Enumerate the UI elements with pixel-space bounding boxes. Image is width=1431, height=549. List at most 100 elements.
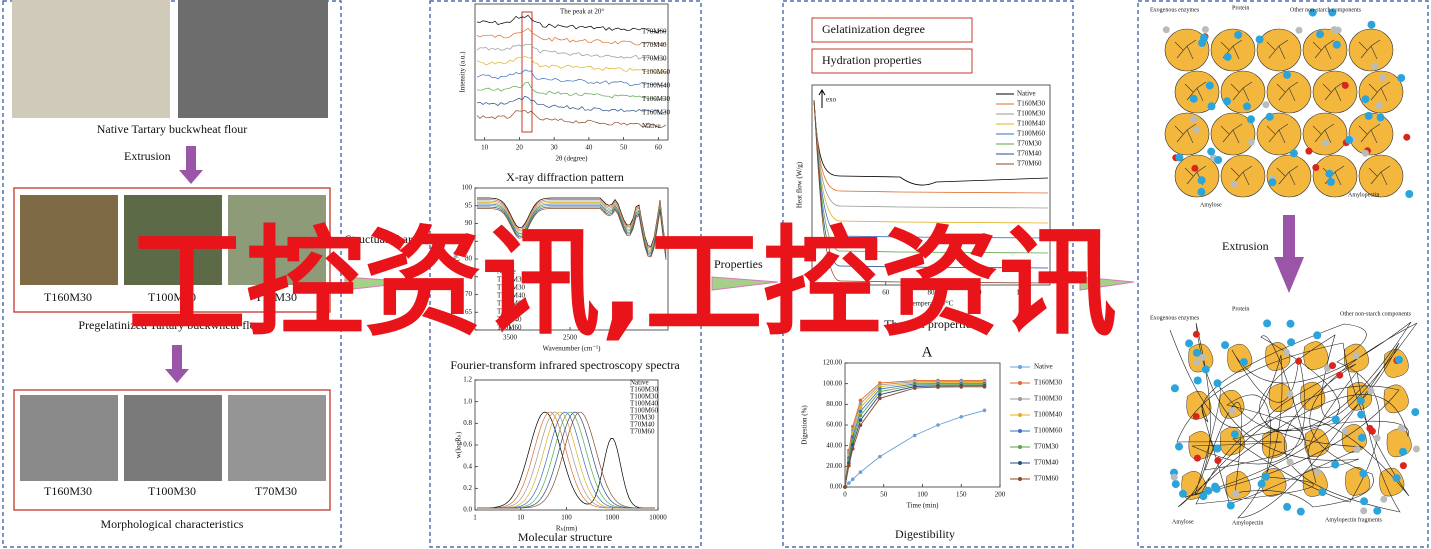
protein [1255,35,1264,44]
protein [1192,348,1201,357]
granule-fragment [1225,471,1251,500]
sample-box [13,187,331,313]
y-tick-label: 65 [465,308,473,316]
digest-point [878,392,882,397]
amylopectin [1368,81,1391,102]
component [1397,424,1405,432]
xrd-curve [476,27,667,46]
protein [1199,492,1208,501]
protein [1327,178,1335,186]
caption: Thermal properties [884,317,976,331]
enzyme [1329,362,1336,370]
sample-label: T160M30 [44,484,92,498]
x-tick-label: 3500 [503,334,518,342]
protein [1399,447,1407,456]
down-arrow [165,345,189,383]
granule [1220,70,1266,114]
protein [1287,338,1296,347]
enzyme [1399,462,1407,470]
digest-point [858,405,863,410]
digest-point [850,477,855,482]
legend-entry: T70M40 [1017,150,1042,158]
component [1199,353,1207,361]
legend-entry: T70M40 [1034,459,1059,467]
x-tick-label: 0 [843,491,847,499]
component [1373,434,1381,442]
x-tick-label: 10 [481,144,489,152]
granule [1210,112,1256,156]
protein [1207,102,1216,111]
granule [1358,154,1404,198]
amylopectin [1312,39,1335,60]
protein [1205,81,1214,90]
digest-point [982,408,987,413]
x-tick-label: 30 [551,144,559,152]
peak-box [521,11,533,133]
granule-fragment [1383,384,1409,414]
x-tick-label: 2500 [563,334,578,342]
protein [1201,365,1210,374]
legend-entry: T100M40 [1034,411,1063,419]
protein [1395,355,1403,364]
granule [1174,70,1220,114]
series-label: T100M30 [642,95,671,103]
protein [1247,115,1255,124]
y-tick-label: 80.00 [826,400,842,408]
x-tick-label: 1 [473,514,477,522]
arrow [1079,276,1135,291]
y-tick-label: 80 [465,255,473,263]
protein [1268,178,1277,187]
property-label: Gelatinization degree [822,22,925,36]
protein [1212,484,1221,493]
legend-entry: T100M30 [1034,395,1063,403]
component [1380,495,1388,503]
x-tick-label: 60 [655,144,663,152]
y-tick-label: 120.00 [823,359,843,367]
exo-arrow [818,89,826,108]
series-label: T70M30 [642,55,667,63]
y-tick-label: 0.6 [463,441,472,449]
x-axis-label: Rₕ(nm) [556,525,578,533]
legend-swatch [1018,429,1022,433]
granule [1302,28,1348,72]
step-label: Extrusion [124,149,171,163]
protein [1313,331,1322,340]
protein [1357,433,1366,442]
protein [1411,408,1420,417]
enzyme [1341,81,1349,89]
legend-swatch [1018,413,1022,417]
legend-swatch [1018,477,1022,481]
enzyme [1191,164,1199,172]
y-tick-label: 70 [465,290,473,298]
component [1361,149,1369,157]
x-tick-label: 200 [995,491,1006,499]
component [1353,446,1361,454]
x-axis-label: Wavenumber (cm⁻¹) [543,345,602,353]
protein [1397,74,1406,82]
digest-point [936,423,940,427]
y-tick-label: 85 [465,237,473,245]
size-curve [477,411,655,509]
protein [1175,153,1184,162]
caption: Molecular structure [518,530,612,544]
digest-point [858,398,863,403]
x-tick-label: 100 [561,514,572,522]
protein [1328,8,1337,17]
component [1375,101,1383,109]
digest-point [850,446,855,451]
protein [1261,472,1270,481]
y-axis-label: w(logRₕ) [455,431,463,458]
ftir-curve [477,200,667,253]
ftir-curve [477,202,667,255]
protein [1331,460,1340,469]
legend-entry: T70M30 [1034,443,1059,451]
granule [1210,28,1256,72]
protein [1185,339,1194,348]
component [1262,101,1270,109]
legend-entry: Native [630,379,649,387]
y-tick-label: 0.2 [463,484,472,492]
granule [1220,154,1266,198]
amylopectin [1230,81,1253,102]
amylopectin [1174,123,1197,144]
amylopectin [1174,39,1197,60]
